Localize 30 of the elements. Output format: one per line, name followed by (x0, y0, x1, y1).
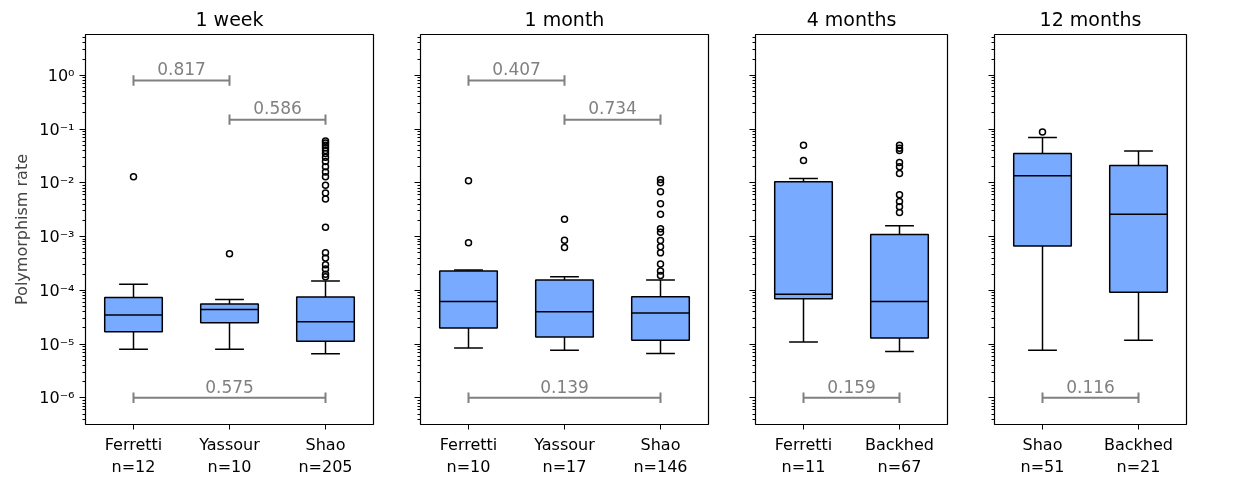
x-tick-label: Ferretti n=10 (439, 434, 498, 477)
x-tick-label: Shao n=205 (298, 434, 353, 477)
annotation: 0.586 (253, 98, 302, 119)
y-tick-label: 10⁰ (47, 65, 75, 85)
x-tick-label: Shao n=146 (633, 434, 688, 477)
x-tick-label: Ferretti n=12 (104, 434, 163, 477)
y-tick-label: 10⁻³ (39, 227, 75, 247)
y-tick-label: 10⁻⁴ (39, 280, 75, 300)
y-axis-title: Polymorphism rate (12, 154, 32, 305)
x-tick-label: Yassour n=10 (198, 434, 261, 477)
annotation: 0.139 (540, 376, 589, 397)
annotation: 0.116 (1066, 376, 1115, 397)
y-tick-label: 10⁻⁶ (39, 388, 75, 408)
annotation: 0.575 (205, 376, 254, 397)
chart-title: 1 month (524, 7, 605, 30)
y-tick-label: 10⁻⁵ (39, 334, 75, 354)
chart-title: 1 week (195, 7, 264, 30)
chart-title: 4 months (806, 7, 897, 30)
y-tick-label: 10⁻¹ (39, 119, 75, 139)
x-tick-label: Shao n=51 (1020, 434, 1065, 477)
annotation: 0.734 (588, 98, 637, 119)
x-tick-label: Ferretti n=11 (774, 434, 833, 477)
annotation: 0.817 (157, 59, 206, 80)
x-tick-label: Backhed n=67 (865, 434, 934, 477)
annotation: 0.159 (827, 376, 876, 397)
x-tick-label: Backhed n=21 (1104, 434, 1173, 477)
chart-title: 12 months (1039, 7, 1142, 30)
y-tick-label: 10⁻² (39, 173, 75, 193)
annotation: 0.407 (492, 59, 541, 80)
x-tick-label: Yassour n=17 (533, 434, 596, 477)
